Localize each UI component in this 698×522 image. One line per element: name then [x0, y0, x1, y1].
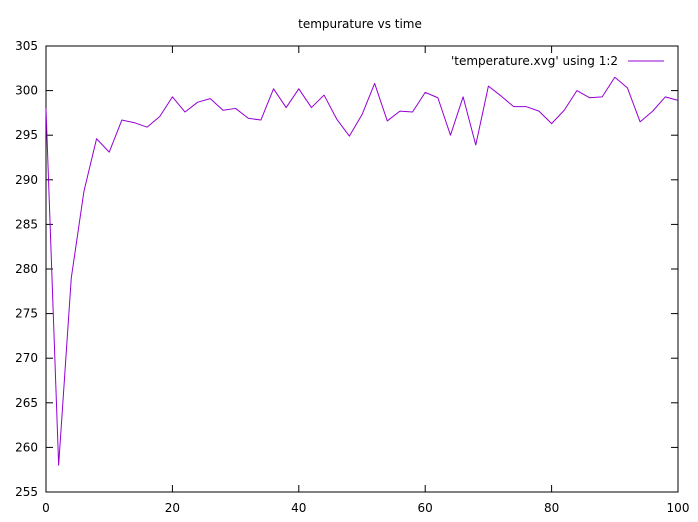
y-tick-label: 255 [15, 485, 38, 499]
y-tick-label: 275 [15, 307, 38, 321]
y-tick-label: 290 [15, 173, 38, 187]
y-tick-label: 305 [15, 39, 38, 53]
y-tick-label: 260 [15, 440, 38, 454]
legend-label: 'temperature.xvg' using 1:2 [451, 54, 618, 68]
plot-area-frame [45, 45, 679, 493]
y-tick-label: 285 [15, 217, 38, 231]
x-tick-label: 40 [291, 501, 306, 515]
x-tick-label: 0 [42, 501, 50, 515]
chart-title: tempurature vs time [298, 17, 422, 31]
y-tick-label: 270 [15, 351, 38, 365]
series-group [45, 76, 679, 466]
y-tick-label: 295 [15, 128, 38, 142]
x-tick-label: 100 [667, 501, 690, 515]
x-tick-label: 60 [418, 501, 433, 515]
y-tick-label: 265 [15, 396, 38, 410]
x-tick-label: 80 [544, 501, 559, 515]
y-tick-label: 300 [15, 84, 38, 98]
y-tick-label: 280 [15, 262, 38, 276]
series-line [45, 76, 679, 466]
x-tick-label: 20 [165, 501, 180, 515]
axis-ticks: 0 20 40 60 80 100 255 260 265 270 275 280 285 290 295 3… [15, 39, 689, 515]
legend: 'temperature.xvg' using 1:2 [451, 54, 664, 68]
